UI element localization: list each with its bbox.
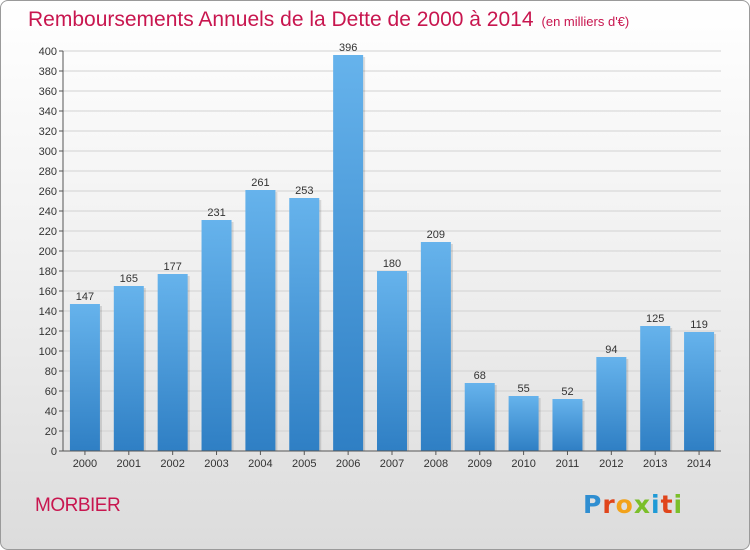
bar: [69, 304, 100, 451]
x-tick-label: 2013: [643, 458, 667, 470]
x-tick-label: 2011: [556, 458, 580, 470]
y-tick-label: 40: [45, 406, 57, 418]
value-label: 52: [561, 386, 573, 398]
bar: [113, 286, 144, 451]
y-tick-label: 200: [39, 246, 57, 258]
y-tick-label: 360: [39, 86, 57, 98]
value-label: 125: [646, 313, 664, 325]
title-unit: (en milliers d'€): [541, 14, 630, 29]
title-text: Remboursements Annuels de la Dette de 20…: [28, 8, 534, 31]
proxiti-logo: Proxiti: [583, 490, 684, 519]
chart-title: Remboursements Annuels de la Dette de 20…: [28, 8, 629, 32]
x-tick-label: 2007: [380, 458, 404, 470]
bar: [157, 274, 188, 451]
value-label: 119: [690, 319, 708, 331]
y-tick-label: 120: [39, 326, 57, 338]
y-tick-label: 340: [39, 106, 57, 118]
value-label: 177: [163, 261, 181, 273]
labels: 0 20 40 60 80 100 120 140 160 180 200 220 240 260 280 3…: [39, 42, 712, 470]
x-tick-label: 2002: [160, 458, 184, 470]
y-tick-label: 80: [45, 366, 57, 378]
bar: [640, 326, 671, 451]
y-tick-label: 400: [39, 46, 57, 58]
y-tick-label: 280: [39, 166, 57, 178]
axes: [59, 50, 721, 455]
x-tick-label: 2006: [336, 458, 360, 470]
x-tick-label: 2012: [599, 458, 623, 470]
value-label: 68: [474, 370, 486, 382]
bar: [552, 399, 583, 451]
bar: [289, 198, 320, 451]
y-tick-label: 260: [39, 186, 57, 198]
x-tick-label: 2005: [292, 458, 316, 470]
y-tick-label: 240: [39, 206, 57, 218]
bars: [69, 55, 717, 451]
bar: [201, 220, 232, 451]
x-tick-label: 2009: [467, 458, 491, 470]
value-label: 209: [427, 229, 445, 241]
value-label: 165: [120, 273, 138, 285]
x-tick-label: 2001: [117, 458, 141, 470]
bar: [420, 242, 451, 451]
commune-name: MORBIER: [35, 495, 121, 516]
x-tick-label: 2014: [687, 458, 711, 470]
y-tick-label: 60: [45, 386, 57, 398]
bar: [464, 383, 495, 451]
x-tick-label: 2003: [204, 458, 228, 470]
y-tick-label: 0: [51, 446, 57, 458]
value-label: 55: [517, 383, 529, 395]
y-tick-label: 140: [39, 306, 57, 318]
y-tick-label: 320: [39, 126, 57, 138]
y-tick-label: 380: [39, 66, 57, 78]
y-tick-label: 300: [39, 146, 57, 158]
value-label: 396: [339, 42, 357, 54]
y-tick-label: 20: [45, 426, 57, 438]
value-label: 253: [295, 185, 313, 197]
bar: [684, 332, 715, 451]
y-tick-label: 180: [39, 266, 57, 278]
value-label: 180: [383, 258, 401, 270]
y-tick-label: 100: [39, 346, 57, 358]
value-label: 261: [251, 177, 269, 189]
x-tick-label: 2004: [248, 458, 272, 470]
bar: [377, 271, 407, 451]
bar: [245, 190, 276, 451]
bar: [596, 357, 627, 451]
y-tick-label: 220: [39, 226, 57, 238]
bar: [333, 55, 364, 451]
x-tick-label: 2008: [424, 458, 448, 470]
value-label: 147: [76, 291, 94, 303]
y-tick-label: 160: [39, 286, 57, 298]
value-label: 231: [207, 207, 225, 219]
bar: [508, 396, 539, 451]
value-label: 94: [605, 344, 617, 356]
x-tick-label: 2010: [511, 458, 535, 470]
x-tick-label: 2000: [73, 458, 97, 470]
